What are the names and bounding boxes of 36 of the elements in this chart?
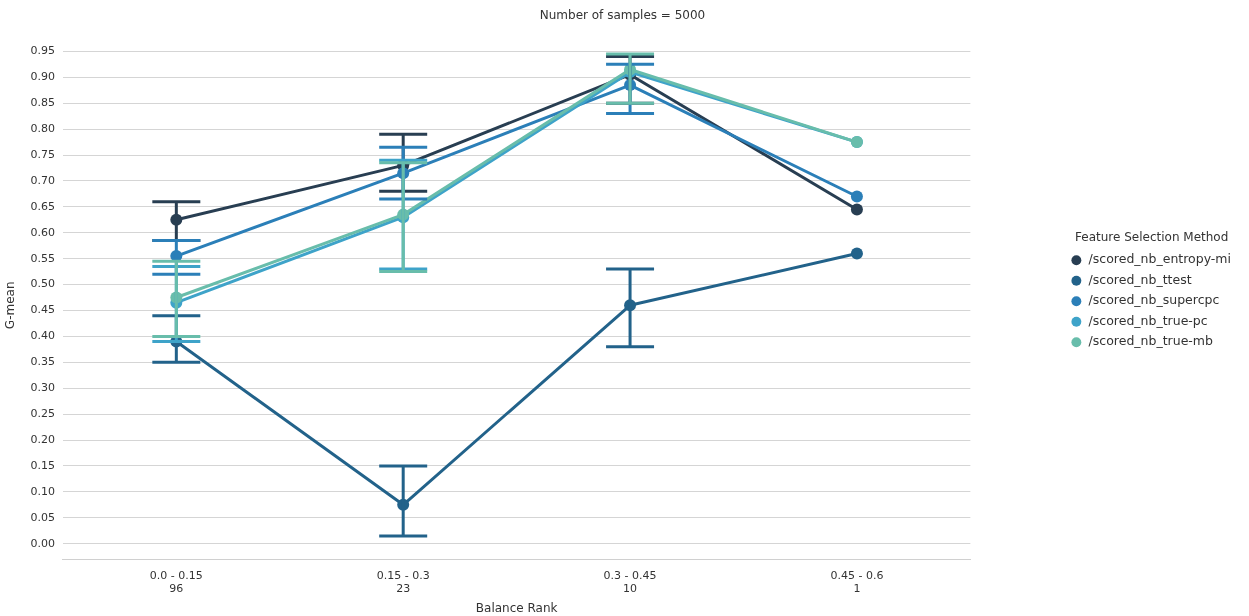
y-tick-label: 0.65 (30, 199, 55, 213)
y-tick-label: 0.70 (30, 173, 55, 187)
legend-label: /scored_nb_ttest (1088, 271, 1192, 287)
x-axis-title: Balance Rank (475, 600, 558, 615)
y-tick-label: 0.30 (30, 381, 55, 395)
legend-title: Feature Selection Method (1075, 229, 1229, 244)
y-tick-label: 0.10 (30, 484, 55, 498)
legend-label: /scored_nb_supercpc (1088, 292, 1220, 308)
y-tick-label: 0.25 (30, 406, 55, 420)
y-tick-label: 0.40 (30, 329, 55, 343)
legend-label: /scored_nb_true-mb (1088, 333, 1214, 349)
x-tick-label: 0.15 - 0.3 23 (376, 568, 430, 595)
legend-label: /scored_nb_entropy-mi (1088, 251, 1231, 267)
x-tick-label: 0.0 - 0.15 96 (149, 568, 203, 595)
legend-label: /scored_nb_true-pc (1088, 312, 1208, 328)
y-tick-label: 0.95 (30, 44, 55, 58)
y-tick-label: 0.00 (30, 536, 55, 550)
chart-title: Number of samples = 5000 (539, 8, 706, 23)
y-tick-label: 0.50 (30, 277, 55, 291)
y-tick-label: 0.20 (30, 432, 55, 446)
point (850, 190, 863, 203)
y-tick-label: 0.55 (30, 251, 55, 265)
y-tick-label: 0.90 (30, 70, 55, 84)
y-tick-label: 0.05 (30, 510, 55, 524)
point (850, 247, 863, 260)
y-axis-title: G-mean (3, 281, 18, 330)
y-tick-label: 0.15 (30, 458, 55, 472)
x-tick-label: 0.45 - 0.6 1 (830, 568, 884, 595)
y-tick-label: 0.75 (30, 147, 55, 161)
y-tick-label: 0.35 (30, 355, 55, 369)
y-tick-label: 0.60 (30, 225, 55, 239)
y-tick-label: 0.45 (30, 303, 55, 317)
point (850, 203, 863, 216)
y-tick-label: 0.80 (30, 121, 55, 135)
y-tick-label: 0.85 (30, 96, 55, 110)
x-tick-label: 0.3 - 0.45 10 (603, 568, 657, 595)
